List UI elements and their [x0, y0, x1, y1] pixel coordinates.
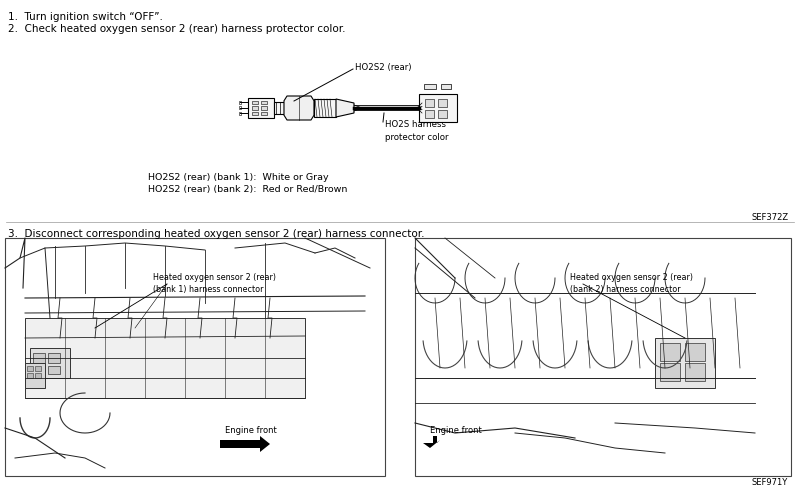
- Text: SEF971Y: SEF971Y: [752, 478, 788, 486]
- Text: HO2S2 (rear) (bank 1):  White or Gray: HO2S2 (rear) (bank 1): White or Gray: [148, 173, 329, 182]
- Bar: [252, 101, 258, 104]
- Bar: [261, 101, 267, 104]
- Bar: [33, 366, 45, 374]
- Text: HO2S2 (rear): HO2S2 (rear): [355, 63, 411, 72]
- Bar: [35, 373, 41, 378]
- Bar: [438, 99, 447, 107]
- Bar: [239, 101, 241, 104]
- Bar: [660, 343, 680, 361]
- Polygon shape: [423, 436, 440, 448]
- Text: 1.  Turn ignition switch “OFF”.: 1. Turn ignition switch “OFF”.: [8, 12, 163, 22]
- Bar: [655, 338, 715, 388]
- Bar: [441, 84, 451, 89]
- Bar: [274, 102, 284, 114]
- Bar: [419, 94, 457, 122]
- Text: HO2S2 (rear) (bank 2):  Red or Red/Brown: HO2S2 (rear) (bank 2): Red or Red/Brown: [148, 185, 347, 194]
- Bar: [438, 110, 447, 118]
- Text: SEF372Z: SEF372Z: [752, 213, 789, 222]
- Bar: [261, 112, 267, 116]
- Bar: [5, 238, 385, 476]
- Bar: [33, 353, 45, 363]
- Text: HO2S harness
protector color: HO2S harness protector color: [385, 120, 449, 141]
- Bar: [27, 366, 33, 371]
- Bar: [425, 99, 434, 107]
- Bar: [248, 98, 274, 118]
- Text: Heated oxygen sensor 2 (rear)
(bank 1) harness connector: Heated oxygen sensor 2 (rear) (bank 1) h…: [153, 273, 276, 294]
- Bar: [239, 112, 241, 115]
- Bar: [48, 353, 60, 363]
- Bar: [685, 343, 705, 361]
- Bar: [685, 363, 705, 381]
- Polygon shape: [284, 96, 314, 120]
- Text: Heated oxygen sensor 2 (rear)
(bank 2) harness connector: Heated oxygen sensor 2 (rear) (bank 2) h…: [570, 273, 693, 294]
- Bar: [239, 106, 241, 109]
- Bar: [314, 99, 336, 117]
- Bar: [424, 84, 436, 89]
- Bar: [252, 112, 258, 116]
- Text: Engine front: Engine front: [225, 426, 277, 435]
- Polygon shape: [336, 99, 354, 117]
- Bar: [25, 363, 45, 388]
- Bar: [35, 366, 41, 371]
- Bar: [30, 348, 70, 378]
- Polygon shape: [220, 436, 270, 452]
- Text: Engine front: Engine front: [430, 426, 482, 435]
- Bar: [25, 318, 305, 398]
- Bar: [660, 363, 680, 381]
- Text: 2.  Check heated oxygen sensor 2 (rear) harness protector color.: 2. Check heated oxygen sensor 2 (rear) h…: [8, 24, 346, 34]
- Text: 3.  Disconnect corresponding heated oxygen sensor 2 (rear) harness connector.: 3. Disconnect corresponding heated oxyge…: [8, 229, 425, 239]
- Bar: [27, 373, 33, 378]
- Bar: [425, 110, 434, 118]
- Bar: [415, 238, 791, 476]
- Bar: [252, 106, 258, 110]
- Bar: [261, 106, 267, 110]
- Bar: [48, 366, 60, 374]
